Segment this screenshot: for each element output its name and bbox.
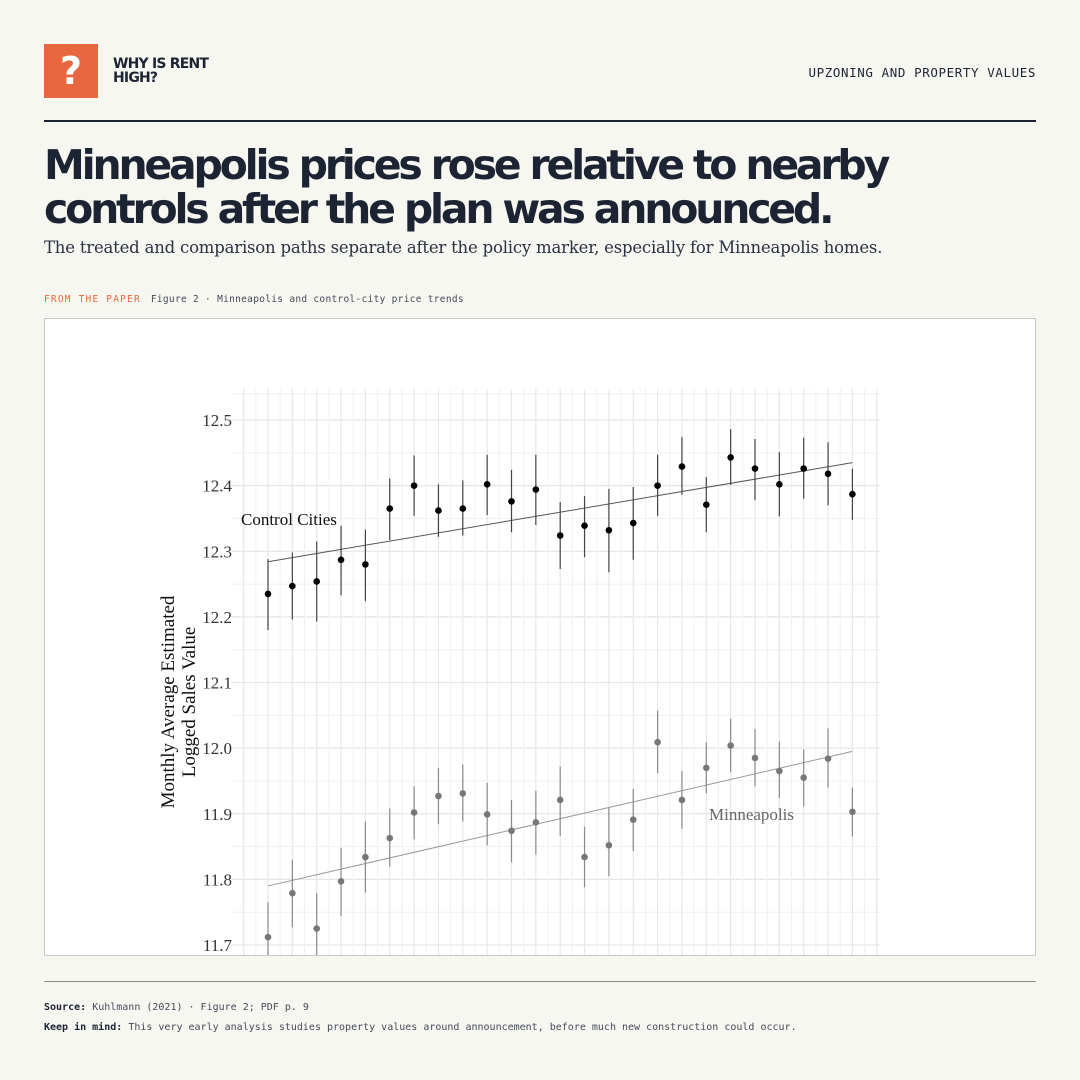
figure-caption-text: Figure 2 · Minneapolis and control-city …	[150, 294, 464, 305]
section-label: UPZONING AND PROPERTY VALUES	[808, 65, 1036, 80]
caveat-note: Keep in mind: This very early analysis s…	[44, 1022, 797, 1033]
data-point	[776, 481, 783, 488]
series-label: Minneapolis	[709, 805, 794, 824]
data-point	[727, 454, 734, 461]
data-point	[703, 764, 710, 772]
data-point	[362, 561, 369, 568]
data-point	[410, 809, 418, 816]
series-label: Control Cities	[241, 510, 337, 529]
data-point	[605, 526, 613, 534]
y-tick-label: 11.7	[203, 936, 233, 955]
y-tick-label: 12.4	[202, 477, 232, 496]
headline: Minneapolis prices rose relative to near…	[44, 141, 890, 233]
data-point	[776, 767, 783, 775]
data-point	[532, 818, 540, 826]
data-point	[483, 811, 491, 818]
y-axis-label-line: Monthly Average Estimated	[158, 595, 179, 808]
series-minneapolis: Minneapolis	[264, 710, 856, 955]
data-point	[678, 796, 686, 804]
data-point	[508, 827, 515, 835]
data-point	[386, 834, 394, 842]
data-point	[337, 878, 345, 885]
y-axis-label: Monthly Average EstimatedLogged Sales Va…	[158, 595, 200, 808]
footer-divider	[44, 981, 1036, 982]
data-point	[849, 490, 856, 498]
logo-badge: ?	[44, 44, 98, 98]
data-point	[289, 582, 296, 590]
data-point	[556, 532, 564, 539]
data-point	[824, 755, 832, 762]
y-tick-label: 12.3	[202, 542, 232, 561]
question-mark-icon: ?	[59, 49, 83, 93]
data-point	[556, 796, 564, 804]
data-point	[727, 742, 734, 749]
y-axis-label-line: Logged Sales Value	[179, 627, 200, 778]
data-point	[581, 522, 588, 529]
subheadline: The treated and comparison paths separat…	[44, 238, 883, 257]
data-point	[337, 556, 345, 564]
data-point	[313, 578, 321, 585]
header-divider	[44, 120, 1036, 122]
data-point	[532, 486, 540, 493]
y-tick-label: 11.9	[203, 805, 232, 824]
data-point	[362, 853, 369, 861]
caveat-text: This very early analysis studies propert…	[128, 1022, 797, 1033]
source-note: Source: Kuhlmann (2021) · Figure 2; PDF …	[44, 1002, 309, 1013]
data-point	[435, 792, 442, 800]
data-point	[654, 738, 661, 746]
data-point	[459, 505, 467, 512]
data-point	[751, 465, 759, 472]
data-point	[483, 481, 491, 488]
data-point	[386, 505, 394, 512]
figure-caption: FROM THE PAPER Figure 2 · Minneapolis and…	[44, 294, 464, 305]
price-trend-chart: 11.7 11.8 11.9 12.0 12.1 12.2 12.3 12.4 12.5 Mont…	[158, 389, 880, 955]
data-point	[508, 498, 515, 505]
y-tick-label: 12.5	[202, 411, 232, 430]
source-text: Kuhlmann (2021) · Figure 2; PDF p. 9	[92, 1002, 309, 1013]
data-point	[459, 790, 467, 797]
figure-kicker: FROM THE PAPER	[44, 294, 141, 305]
data-point	[678, 463, 686, 470]
data-point	[654, 482, 661, 489]
data-point	[581, 853, 588, 861]
data-point	[313, 925, 321, 932]
brand-name: WHY IS RENT HIGH?	[113, 56, 209, 86]
data-point	[605, 841, 613, 849]
data-point	[629, 816, 637, 823]
data-point	[751, 754, 759, 762]
data-point	[824, 470, 832, 478]
y-tick-label: 12.0	[202, 739, 232, 758]
source-label: Source:	[44, 1002, 87, 1013]
data-point	[410, 482, 418, 489]
data-point	[435, 507, 442, 514]
data-point	[849, 808, 856, 816]
data-point	[800, 774, 807, 781]
y-tick-label: 11.8	[203, 870, 232, 889]
figure-panel: 11.7 11.8 11.9 12.0 12.1 12.2 12.3 12.4 12.5 Mont…	[44, 318, 1036, 956]
y-tick-label: 12.2	[202, 608, 232, 627]
y-tick-label: 12.1	[202, 674, 232, 693]
data-point	[289, 889, 296, 897]
data-point	[800, 465, 807, 472]
data-point	[629, 519, 637, 527]
data-point	[264, 590, 272, 598]
data-point	[264, 933, 272, 941]
data-point	[703, 501, 710, 508]
series-control-cities: Control Cities	[241, 429, 856, 630]
caveat-label: Keep in mind:	[44, 1022, 123, 1033]
